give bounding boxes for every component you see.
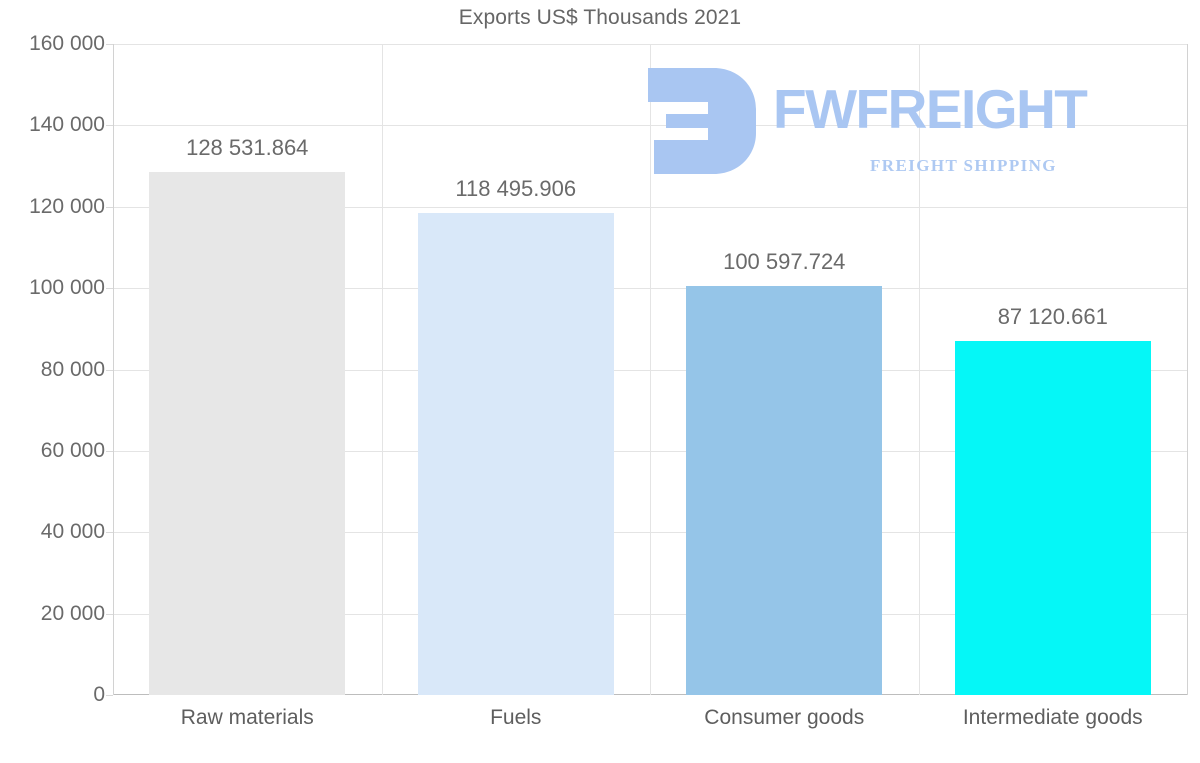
x-axis-category-label: Fuels [490, 706, 542, 729]
y-tick-mark [106, 450, 113, 452]
y-axis-tick-label: 40 000 [40, 520, 105, 544]
plot-area [106, 44, 1188, 696]
y-tick-mark [106, 695, 113, 696]
bar[interactable] [417, 212, 614, 695]
y-axis-tick-label: 60 000 [40, 438, 105, 462]
y-tick-mark [106, 532, 113, 534]
x-axis-category-label: Intermediate goods [962, 706, 1143, 729]
bar[interactable] [686, 285, 883, 695]
bar-value-label: 118 495.906 [455, 175, 577, 201]
y-axis-tick-label: 20 000 [40, 601, 105, 625]
gridline-vertical [919, 44, 920, 695]
y-tick-mark [106, 206, 113, 208]
y-tick-mark [106, 288, 113, 290]
x-axis-category-label: Raw materials [180, 706, 314, 729]
y-tick-mark [106, 369, 113, 371]
bar-value-label: 100 597.724 [723, 248, 846, 274]
y-axis-tick-label: 120 000 [29, 194, 105, 218]
y-tick-mark [106, 613, 113, 615]
y-axis-tick-label: 0 [93, 683, 105, 706]
x-axis-category-label: Consumer goods [704, 706, 865, 729]
bar-value-label: 128 531.864 [186, 135, 309, 161]
gridline-vertical [650, 44, 651, 695]
bar[interactable] [149, 172, 346, 695]
gridline-vertical [1187, 44, 1188, 695]
y-tick-mark [106, 125, 113, 127]
bar-value-label: 87 120.661 [997, 303, 1108, 329]
y-axis-tick-label: 160 000 [29, 32, 105, 55]
y-axis-tick-label: 80 000 [40, 357, 105, 381]
y-axis-tick-label: 100 000 [29, 276, 105, 300]
y-axis-tick-label: 140 000 [29, 113, 105, 137]
y-tick-mark [106, 44, 113, 45]
bar[interactable] [954, 340, 1151, 695]
gridline-vertical [382, 44, 383, 695]
gridline-vertical [113, 44, 114, 695]
chart-title: Exports US$ Thousands 2021 [458, 6, 742, 29]
